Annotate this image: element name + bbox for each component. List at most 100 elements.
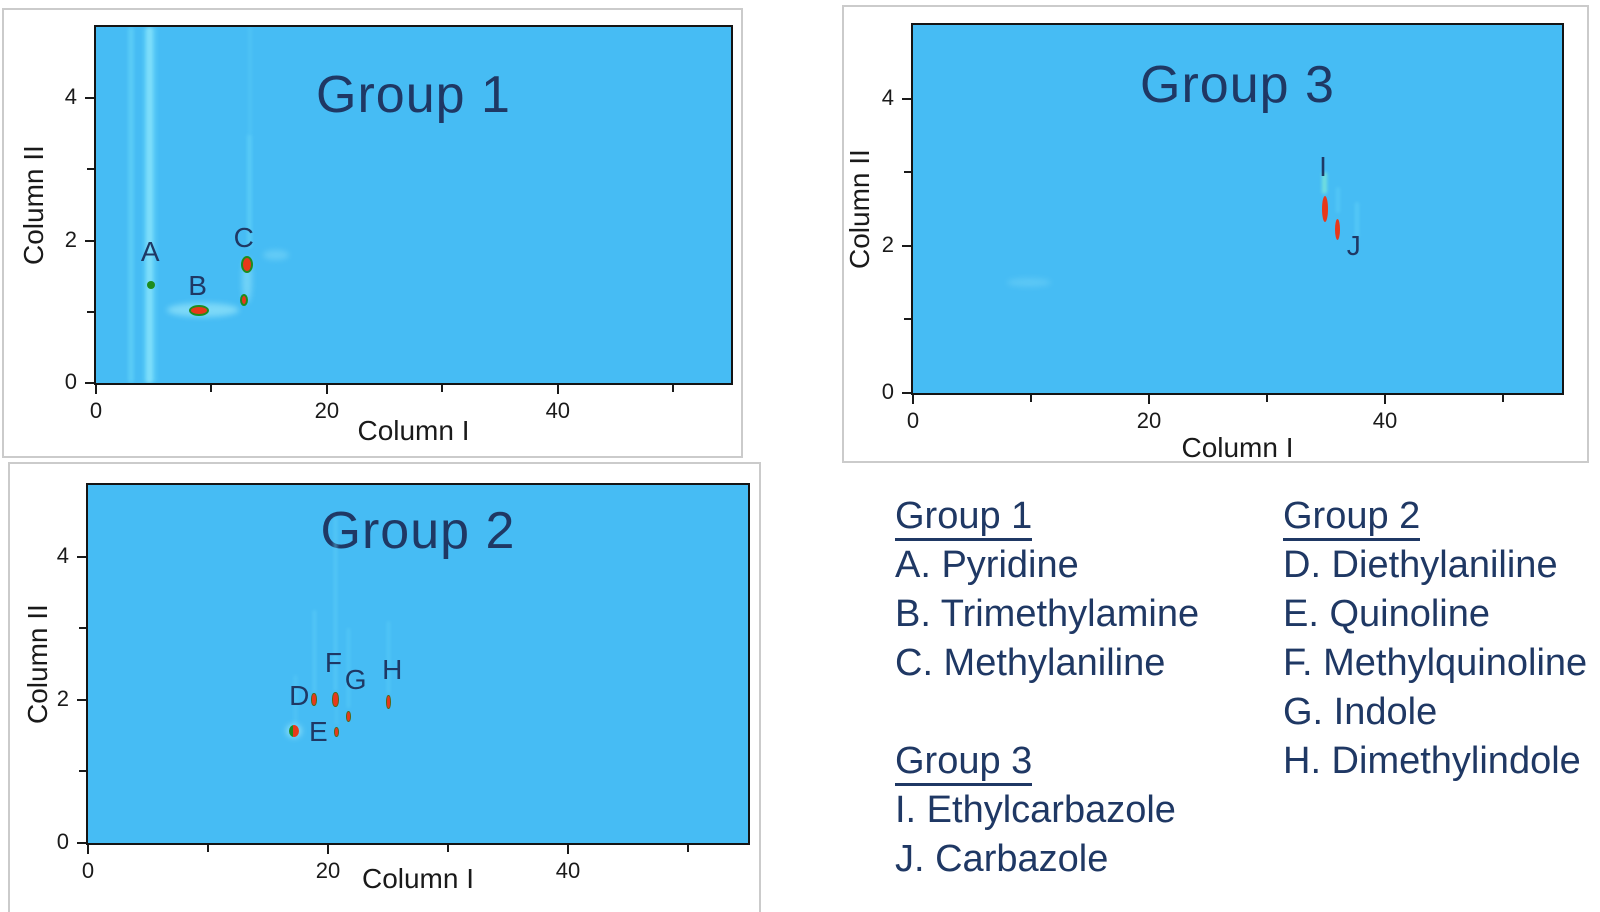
legend-item: D. Diethylaniline: [1283, 544, 1558, 586]
peak-label-J: J: [1346, 229, 1361, 261]
chart-title: Group 1: [316, 66, 511, 124]
x-tick: [1502, 395, 1504, 402]
y-tick: [85, 382, 94, 384]
x-tick: [1148, 395, 1150, 404]
legend-group-header-text: Group 1: [895, 495, 1033, 541]
legend-section: Group 3 I. Ethylcarbazole J. Carbazole: [895, 737, 1199, 884]
y-tick-label: 0: [56, 829, 69, 854]
x-tick: [1266, 395, 1268, 402]
peak-label-F: F: [324, 646, 342, 678]
contour-halo: [1006, 278, 1051, 288]
x-axis-label: Column I: [361, 863, 475, 894]
contour-streak: [346, 628, 350, 709]
contour-halo: [242, 256, 253, 303]
y-tick-label: 2: [56, 685, 69, 711]
peak-label-G: G: [344, 663, 367, 695]
y-tick: [79, 770, 86, 773]
x-tick: [207, 845, 209, 852]
y-tick: [902, 97, 911, 100]
x-tick: [441, 385, 444, 392]
x-axis-label: Column I: [357, 415, 470, 446]
legend-item: G. Indole: [1283, 691, 1438, 733]
contour-streak: [333, 517, 337, 692]
peak-label-I: I: [1319, 151, 1327, 183]
x-tick-label: 20: [1136, 408, 1162, 433]
y-tick: [87, 168, 94, 171]
peak-G: [345, 711, 351, 723]
x-tick: [325, 385, 328, 394]
y-tick: [85, 97, 94, 100]
x-tick: [912, 395, 914, 404]
x-tick: [210, 385, 213, 392]
peak-C: [241, 256, 254, 274]
peak-minor: [333, 727, 339, 738]
y-tick: [902, 392, 911, 394]
peak-J: [1335, 219, 1341, 241]
legend-item: H. Dimethylindole: [1283, 740, 1581, 782]
y-tick: [77, 555, 86, 558]
y-tick-label: 0: [64, 369, 77, 394]
y-tick-label: 0: [881, 379, 894, 404]
x-tick: [87, 845, 89, 854]
peak-E: [289, 725, 300, 738]
contour-streak: [247, 133, 253, 248]
contour-streak: [128, 27, 135, 383]
legend-group-header: Group 3: [895, 737, 1199, 786]
peak-F: [331, 692, 339, 708]
legend-section: Group 2 D. Diethylaniline E. Quinoline F. M…: [1283, 492, 1587, 786]
x-tick: [567, 845, 569, 854]
x-tick: [687, 845, 689, 852]
legend-item: C. Methylaniline: [895, 642, 1166, 684]
peak-B: [188, 304, 209, 316]
y-tick: [79, 627, 86, 630]
y-tick-label: 4: [56, 542, 69, 568]
x-tick-label: 0: [89, 398, 103, 423]
y-tick: [85, 239, 94, 242]
contour-streak: [387, 621, 391, 695]
legend-group-header: Group 1: [895, 492, 1199, 541]
contour-streak: [1322, 172, 1328, 195]
plot-area: Group 3 I J: [911, 23, 1564, 395]
peak-label-H: H: [382, 653, 403, 685]
legend-group-header: Group 2: [1283, 492, 1587, 541]
x-tick-label: 40: [555, 858, 581, 883]
contour-streak: [247, 27, 252, 134]
x-tick: [556, 385, 559, 394]
contour-streak: [1335, 186, 1340, 213]
contour-streak: [334, 692, 338, 725]
x-tick-label: 40: [545, 398, 571, 423]
x-tick-label: 40: [1372, 408, 1398, 433]
legend-item: E. Quinoline: [1283, 593, 1491, 635]
contour-streak: [146, 27, 154, 383]
contour-streak: [1354, 201, 1359, 239]
legend-section: Group 1 A. Pyridine B. Trimethylamine C. Me…: [895, 492, 1199, 688]
peak-minor: [240, 294, 249, 307]
x-tick: [1030, 395, 1032, 402]
y-tick-label: 2: [64, 226, 77, 252]
legend-item: B. Trimethylamine: [895, 593, 1200, 635]
x-tick-label: 20: [315, 858, 341, 883]
x-axis-label: Column I: [1181, 432, 1294, 463]
peak-label-E: E: [309, 716, 328, 748]
x-tick: [447, 845, 449, 852]
y-tick: [904, 318, 911, 321]
x-tick: [327, 845, 329, 854]
y-tick-label: 2: [881, 231, 894, 257]
y-tick-label: 4: [881, 84, 894, 110]
y-tick: [87, 310, 94, 313]
x-tick-label: 0: [906, 408, 920, 433]
peak-label-C: C: [233, 221, 254, 253]
y-axis-label: Column II: [844, 149, 875, 269]
legend-column: Group 2 D. Diethylaniline E. Quinoline F. M…: [1283, 492, 1587, 786]
y-tick: [902, 244, 911, 247]
legend-item: A. Pyridine: [895, 544, 1079, 586]
contour-halo: [263, 249, 290, 260]
y-tick: [77, 698, 86, 701]
x-tick: [95, 385, 97, 394]
chart-title: Group 3: [1140, 56, 1335, 114]
legend-item: I. Ethylcarbazole: [895, 789, 1176, 831]
y-axis-label: Column II: [22, 604, 53, 724]
legend-item: F. Methylquinoline: [1283, 642, 1588, 684]
